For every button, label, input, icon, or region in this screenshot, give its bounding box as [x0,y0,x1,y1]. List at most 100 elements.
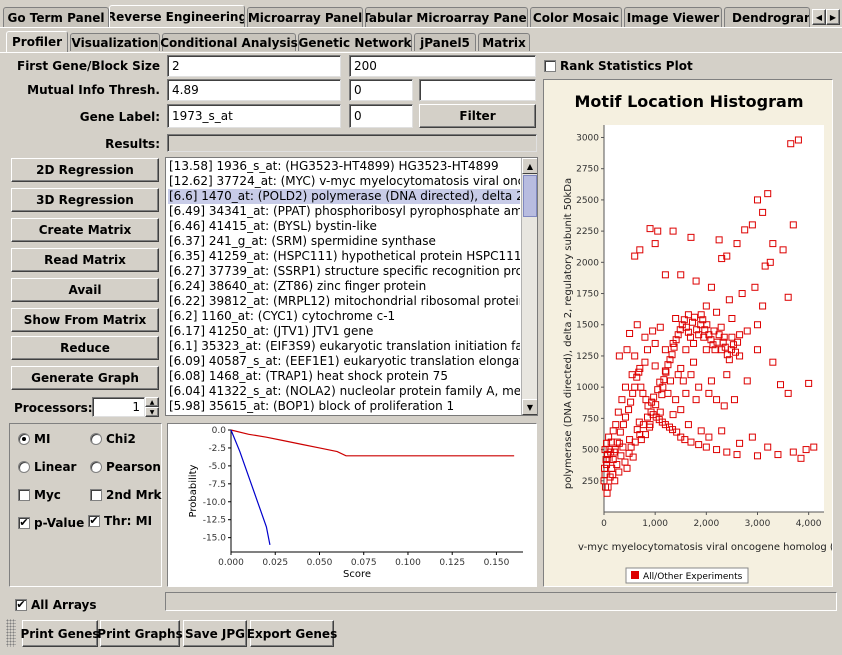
thr-mi-checkbox[interactable]: ✔ [88,514,100,527]
tab-profiler[interactable]: Profiler [6,31,68,52]
scatter-point [764,443,772,451]
scroll-down-button[interactable]: ▼ [522,399,537,415]
chi2-radio[interactable] [90,433,102,445]
scatter-point [664,361,672,369]
scatter-point [769,240,777,248]
first-gene-field[interactable]: 2 [167,55,341,77]
print-genes-button[interactable]: Print Genes [20,620,100,647]
results-list-item[interactable]: [6.09] 40587_s_at: (EEF1E1) eukaryotic t… [169,354,520,368]
scroll-thumb[interactable] [523,175,537,217]
print-graphs-button[interactable]: Print Graphs [97,620,183,647]
tab-conditional-analysis[interactable]: Conditional Analysis [160,33,298,51]
pearson-radio[interactable] [90,461,102,473]
tab-scroll-right-button[interactable]: ▶ [826,9,840,25]
second-mrk-checkbox[interactable] [90,489,102,501]
scatter-point [789,221,797,229]
sub-tab-bar: Profiler Visualization Conditional Analy… [0,31,842,53]
regression-3d-button[interactable]: 3D Regression [11,188,159,212]
scatter-point [789,448,797,456]
results-list-item[interactable]: [5.98] 35615_at: (BOP1) block of prolife… [169,399,455,413]
all-arrays-checkbox[interactable]: ✔ [15,598,27,611]
scatter-point [702,346,710,354]
results-list-item[interactable]: [6.37] 241_g_at: (SRM) spermidine syntha… [169,234,436,248]
scatter-point [603,461,611,469]
create-matrix-button[interactable]: Create Matrix [11,218,159,242]
results-list-item[interactable]: [6.22] 39812_at: (MRPL12) mitochondrial … [169,294,520,308]
toolbar-grip[interactable] [6,619,16,647]
results-list[interactable]: [13.58] 1936_s_at: (HG3523-HT4899) HG352… [165,157,538,416]
scatter-point [689,318,697,326]
scatter-point [672,315,680,322]
results-list-item[interactable]: [12.62] 37724_at: (MYC) v-myc myelocytom… [169,174,520,188]
linear-radio[interactable] [18,461,30,473]
results-list-item[interactable]: [6.6] 1470_at: (POLD2) polymerase (DNA d… [168,189,520,204]
tab-tabular-microarray-panel[interactable]: Tabular Microarray Panel [365,7,528,27]
reduce-button[interactable]: Reduce [11,336,159,360]
mi-thresh-field-3[interactable] [419,79,536,101]
scatter-point [636,246,644,254]
tab-go-term-panel[interactable]: Go Term Panel [3,7,109,27]
regression-2d-button[interactable]: 2D Regression [11,158,159,182]
block-size-field[interactable]: 200 [349,55,536,77]
results-list-item[interactable]: [6.27] 37739_at: (SSRP1) structure speci… [169,264,520,278]
spinner-up-button[interactable]: ▲ [145,397,159,407]
mi-thresh-field[interactable]: 4.89 [167,79,341,101]
scatter-point [748,433,756,441]
tab-dendrogram[interactable]: Dendrogram [724,7,810,27]
tab-image-viewer[interactable]: Image Viewer [624,7,722,27]
scroll-up-button[interactable]: ▲ [522,158,537,174]
processors-spinner-field[interactable]: 1 [92,397,145,417]
gene-label-field[interactable]: 1973_s_at [167,104,341,128]
results-list-item[interactable]: [6.1] 35323_at: (EIF3S9) eukaryotic tran… [169,339,520,353]
scatter-point [615,352,623,360]
tab-reverse-engineering[interactable]: Reverse Engineering [109,5,245,28]
results-list-item[interactable]: [6.46] 41415_at: (BYSL) bystin-like [169,219,377,233]
generate-graph-button[interactable]: Generate Graph [11,366,159,390]
tab-scroll-left-button[interactable]: ◀ [812,9,826,25]
scatter-point [705,433,713,441]
pvalue-checkbox[interactable]: ✔ [18,516,30,529]
show-from-matrix-button[interactable]: Show From Matrix [11,308,159,332]
scatter-point [619,443,627,451]
results-list-item[interactable]: [6.08] 1468_at: (TRAP1) heat shock prote… [169,369,448,383]
tab-microarray-panel[interactable]: Microarray Panel [247,7,363,27]
scatter-point [651,362,659,370]
scatter-point [738,290,746,298]
results-list-item[interactable]: [6.17] 41250_at: (JTV1) JTV1 gene [169,324,374,338]
tab-genetic-network[interactable]: Genetic Network [298,33,412,51]
read-matrix-button[interactable]: Read Matrix [11,248,159,272]
tab-matrix[interactable]: Matrix [478,33,530,51]
scatter-point [621,383,629,391]
plot-area [604,125,824,512]
save-jpg-button[interactable]: Save JPG [183,620,247,647]
results-list-item[interactable]: [6.35] 41259_at: (HSPC111) hypothetical … [169,249,520,263]
mi-radio[interactable] [18,433,30,445]
scatter-point [743,377,751,385]
spinner-down-button[interactable]: ▼ [145,407,159,417]
x-tick-label: 2,000 [693,519,719,529]
scatter-point [784,389,792,397]
results-list-item[interactable]: [6.49] 34341_at: (PPAT) phosphoribosyl p… [169,204,520,218]
results-list-item[interactable]: [6.2] 1160_at: (CYC1) cytochrome c-1 [169,309,396,323]
scatter-point [723,252,731,260]
filter-button[interactable]: Filter [419,104,536,128]
pearson-label: Pearson [106,460,161,474]
scatter-point [656,323,664,331]
export-genes-button[interactable]: Export Genes [247,620,337,647]
scatter-point [646,423,654,431]
mi-thresh-field-2[interactable]: 0 [349,79,413,101]
gene-label-field-2[interactable]: 0 [349,104,413,128]
results-scrollbar[interactable]: ▲ ▼ [521,158,537,415]
tab-visualization[interactable]: Visualization [70,33,160,51]
tab-jpanel5[interactable]: jPanel5 [414,33,476,51]
scatter-point [637,436,645,444]
scatter-point [667,377,675,385]
results-list-item[interactable]: [6.24] 38640_at: (ZT86) zinc finger prot… [169,279,427,293]
avail-button[interactable]: Avail [11,278,159,302]
results-list-item[interactable]: [6.04] 41322_s_at: (NOLA2) nucleolar pro… [169,384,520,398]
tab-color-mosaic[interactable]: Color Mosaic [530,7,622,27]
rank-statistics-checkbox[interactable] [544,60,556,72]
scatter-point [617,452,625,460]
results-list-item[interactable]: [13.58] 1936_s_at: (HG3523-HT4899) HG352… [169,159,499,173]
myc-checkbox[interactable] [18,489,30,501]
